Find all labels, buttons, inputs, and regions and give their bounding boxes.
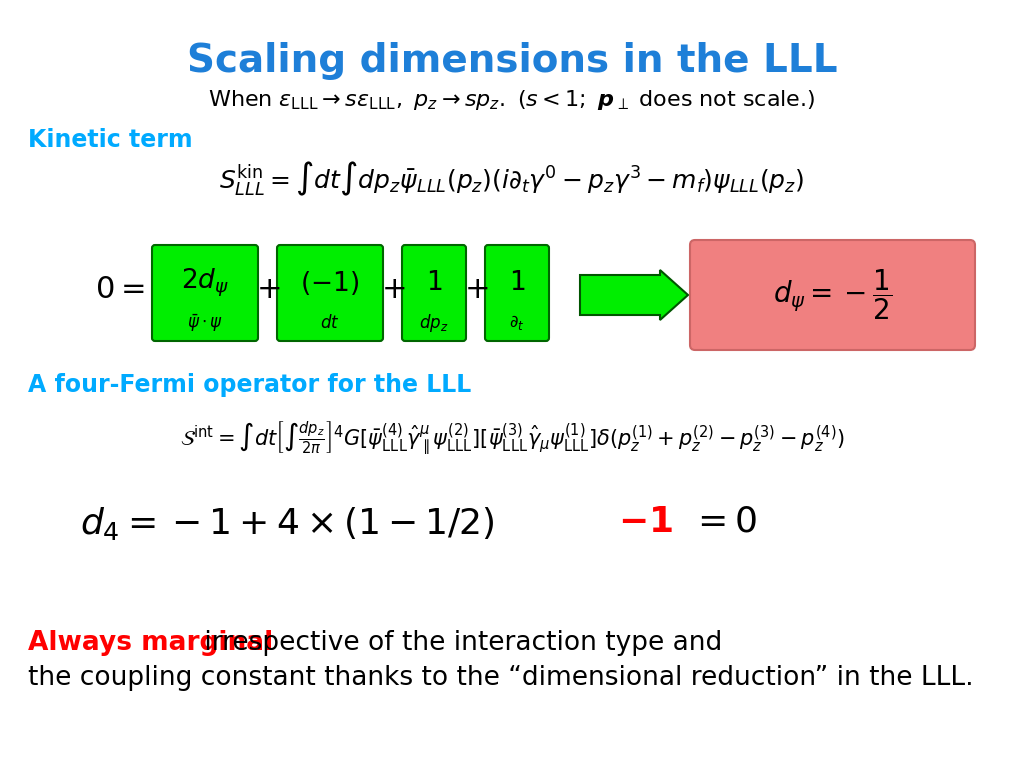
- Text: $(-1)$: $(-1)$: [300, 269, 359, 297]
- Text: $\mathcal{S}^{\mathrm{int}} = \int dt \left[\int\frac{dp_z}{2\pi}\right]^4 G[\ba: $\mathcal{S}^{\mathrm{int}} = \int dt \l…: [179, 420, 845, 458]
- Text: $1$: $1$: [509, 270, 525, 296]
- Text: $dt$: $dt$: [321, 314, 340, 332]
- Text: $0 = $: $0 = $: [95, 276, 144, 304]
- FancyArrow shape: [580, 270, 688, 320]
- Text: When $\epsilon_{\mathrm{LLL}} \rightarrow s\epsilon_{\mathrm{LLL}},\ p_z \righta: When $\epsilon_{\mathrm{LLL}} \rightarro…: [208, 88, 816, 112]
- Text: Kinetic term: Kinetic term: [28, 128, 193, 152]
- Text: $= 0$: $= 0$: [690, 505, 757, 539]
- Text: $\mathbf{-1}$: $\mathbf{-1}$: [618, 505, 673, 539]
- Text: Scaling dimensions in the LLL: Scaling dimensions in the LLL: [186, 42, 838, 80]
- Text: A four-Fermi operator for the LLL: A four-Fermi operator for the LLL: [28, 373, 471, 397]
- Text: $+$: $+$: [381, 276, 406, 304]
- Text: $S^{\mathrm{kin}}_{LLL} = \int dt \int dp_z \bar{\psi}_{LLL}(p_z)(i\partial_t\ga: $S^{\mathrm{kin}}_{LLL} = \int dt \int d…: [219, 160, 805, 198]
- Text: $dp_z$: $dp_z$: [419, 312, 449, 334]
- Text: $d_\psi = -\dfrac{1}{2}$: $d_\psi = -\dfrac{1}{2}$: [773, 268, 892, 323]
- Text: $\partial_t$: $\partial_t$: [509, 313, 525, 333]
- FancyBboxPatch shape: [690, 240, 975, 350]
- Text: irrespective of the interaction type and: irrespective of the interaction type and: [196, 630, 722, 656]
- Text: Always marginal: Always marginal: [28, 630, 273, 656]
- Text: $+$: $+$: [464, 276, 488, 304]
- FancyBboxPatch shape: [485, 245, 549, 341]
- Text: $1$: $1$: [426, 270, 442, 296]
- Text: $+$: $+$: [256, 276, 281, 304]
- FancyBboxPatch shape: [278, 245, 383, 341]
- Text: $2d_\psi$: $2d_\psi$: [181, 266, 229, 300]
- Text: the coupling constant thanks to the “dimensional reduction” in the LLL.: the coupling constant thanks to the “dim…: [28, 665, 974, 691]
- FancyBboxPatch shape: [152, 245, 258, 341]
- Text: $d_4 = -1 + 4 \times (1 - 1/2)$: $d_4 = -1 + 4 \times (1 - 1/2)$: [80, 505, 495, 542]
- FancyBboxPatch shape: [402, 245, 466, 341]
- Text: $\bar{\psi}\cdot\psi$: $\bar{\psi}\cdot\psi$: [187, 313, 223, 334]
